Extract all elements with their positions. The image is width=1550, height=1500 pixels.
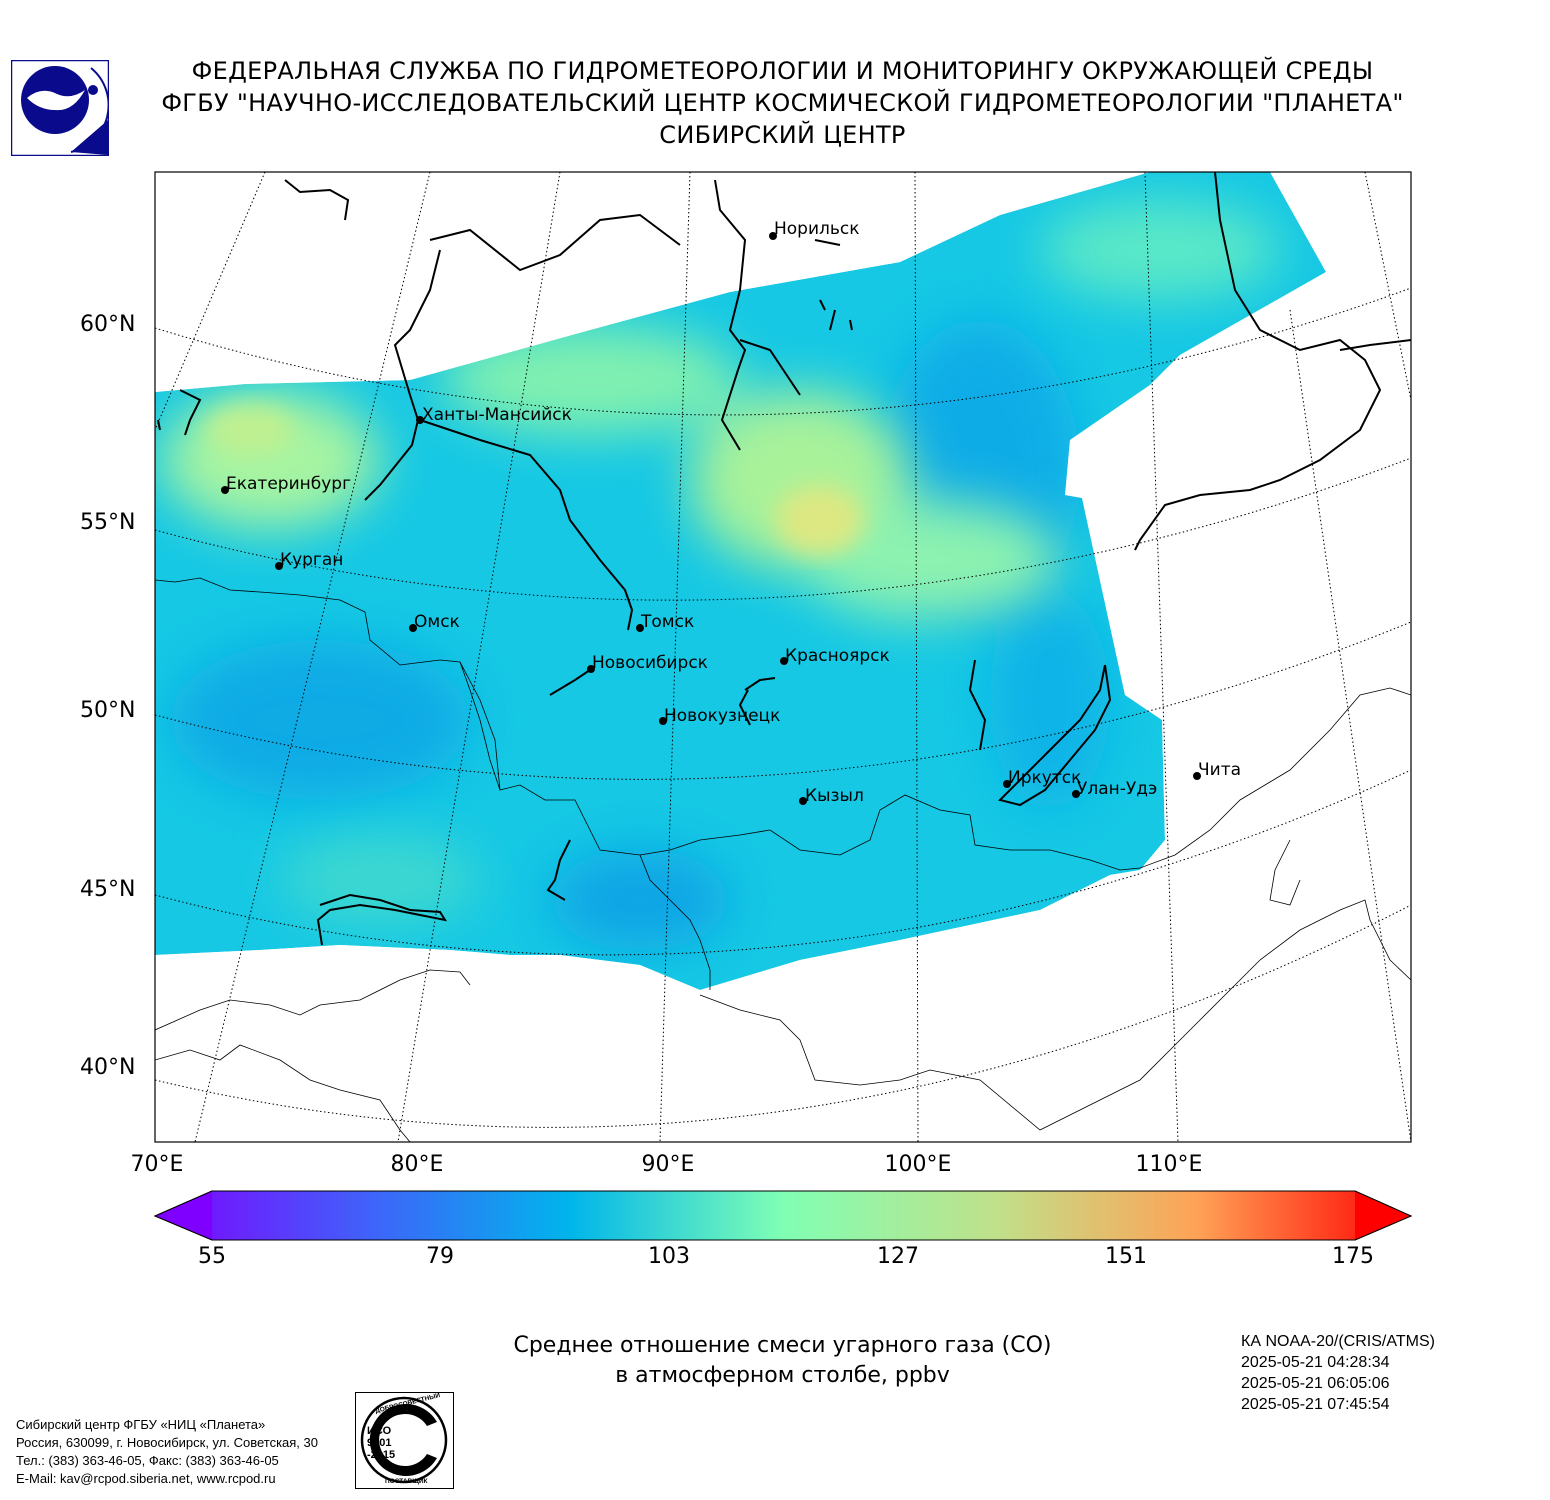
header-title-block: ФЕДЕРАЛЬНАЯ СЛУЖБА ПО ГИДРОМЕТЕОРОЛОГИИ … bbox=[0, 55, 1550, 151]
lat-label-55: 55°N bbox=[80, 510, 136, 535]
city-label-chita: Чита bbox=[1198, 760, 1241, 780]
satellite-pass-1: 2025-05-21 04:28:34 bbox=[1241, 1354, 1390, 1371]
iso-line-1: ИСО bbox=[367, 1425, 392, 1437]
lat-label-40: 40°N bbox=[80, 1055, 136, 1080]
city-label-kurgan: Курган bbox=[280, 550, 343, 570]
header-line-1: ФЕДЕРАЛЬНАЯ СЛУЖБА ПО ГИДРОМЕТЕОРОЛОГИИ … bbox=[191, 57, 1374, 85]
satellite-info: КА NOAA-20/(CRIS/ATMS) 2025-05-21 04:28:… bbox=[1241, 1331, 1435, 1415]
city-label-novosibirsk: Новосибирск bbox=[592, 653, 708, 673]
colorbar-tick-55: 55 bbox=[198, 1244, 226, 1269]
lat-label-45: 45°N bbox=[80, 877, 136, 902]
header-line-3: СИБИРСКИЙ ЦЕНТР bbox=[659, 121, 906, 149]
city-label-krasnoyarsk: Красноярск bbox=[785, 646, 890, 666]
colorbar-tick-103: 103 bbox=[648, 1244, 690, 1269]
colorbar-tick-127: 127 bbox=[877, 1244, 919, 1269]
lat-label-60: 60°N bbox=[80, 312, 136, 337]
city-label-khanty-mansiysk: Ханты-Мансийск bbox=[422, 405, 572, 425]
footer-contacts: Сибирский центр ФГБУ «НИЦ «Планета» Росс… bbox=[16, 1416, 318, 1488]
footer-line-4: E-Mail: kav@rcpod.siberia.net, www.rcpod… bbox=[16, 1471, 276, 1486]
footer-line-2: Россия, 630099, г. Новосибирск, ул. Сове… bbox=[16, 1435, 318, 1450]
lon-label-110: 110°E bbox=[1135, 1152, 1203, 1177]
colorbar-tick-79: 79 bbox=[426, 1244, 454, 1269]
colorbar bbox=[153, 1190, 1413, 1241]
header-line-2: ФГБУ "НАУЧНО-ИССЛЕДОВАТЕЛЬСКИЙ ЦЕНТР КОС… bbox=[161, 89, 1404, 117]
city-label-kyzyl: Кызыл bbox=[805, 786, 864, 806]
planeta-logo-icon bbox=[11, 60, 109, 156]
lon-label-80: 80°E bbox=[390, 1152, 444, 1177]
lon-label-100: 100°E bbox=[884, 1152, 952, 1177]
lon-label-90: 90°E bbox=[641, 1152, 695, 1177]
footer-line-3: Тел.: (383) 363-46-05, Факс: (383) 363-4… bbox=[16, 1453, 279, 1468]
iso-line-2: 9001 bbox=[367, 1437, 391, 1449]
city-markers bbox=[221, 232, 1201, 805]
colorbar-tick-175: 175 bbox=[1332, 1244, 1374, 1269]
city-label-yekaterinburg: Екатеринбург bbox=[226, 474, 351, 494]
city-label-norilsk: Норильск bbox=[774, 219, 860, 239]
lon-label-70: 70°E bbox=[130, 1152, 184, 1177]
iso-bottom-text: ПОСТАВЩИК bbox=[385, 1478, 428, 1485]
satellite-pass-3: 2025-05-21 07:45:54 bbox=[1241, 1396, 1390, 1413]
iso-line-3: -2015 bbox=[367, 1449, 395, 1461]
city-label-ulan-ude: Улан-Удэ bbox=[1077, 779, 1157, 799]
satellite-name: КА NOAA-20/(CRIS/ATMS) bbox=[1241, 1333, 1435, 1350]
city-label-irkutsk: Иркутск bbox=[1008, 768, 1081, 788]
city-label-omsk: Омск bbox=[414, 612, 460, 632]
satellite-pass-2: 2025-05-21 06:05:06 bbox=[1241, 1375, 1390, 1392]
footer-line-1: Сибирский центр ФГБУ «НИЦ «Планета» bbox=[16, 1417, 266, 1432]
caption-line-1: Среднее отношение смеси угарного газа (C… bbox=[513, 1333, 1052, 1358]
caption-line-2: в атмосферном столбе, ppbv bbox=[615, 1363, 950, 1388]
city-label-novokuznetsk: Новокузнецк bbox=[664, 706, 780, 726]
colorbar-tick-151: 151 bbox=[1105, 1244, 1147, 1269]
iso-9001-badge-icon: ИСО 9001 -2015 ДОБРОСОВЕСТНЫЙ ПОСТАВЩИК bbox=[355, 1392, 454, 1489]
lat-label-50: 50°N bbox=[80, 698, 136, 723]
map-caption: Среднее отношение смеси угарного газа (C… bbox=[430, 1331, 1135, 1391]
city-label-tomsk: Томск bbox=[640, 612, 694, 632]
